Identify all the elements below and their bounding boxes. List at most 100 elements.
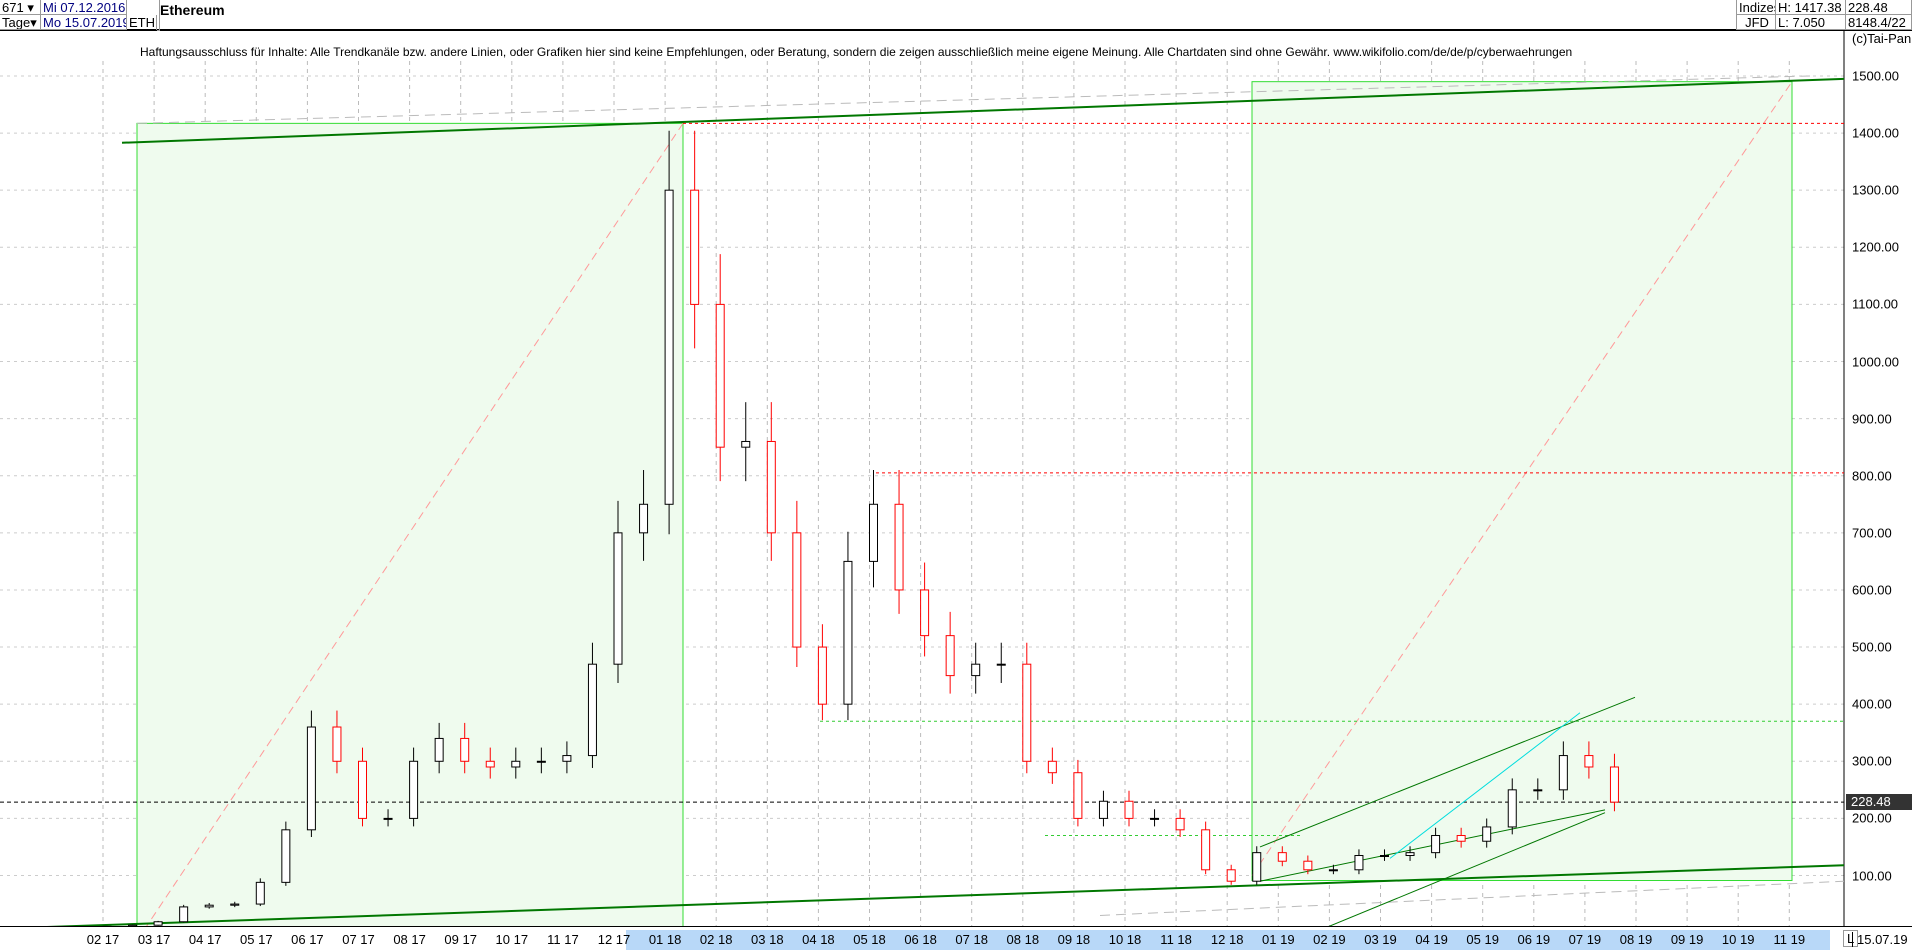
x-tick-label: 05 17 (240, 932, 273, 947)
candle-body (587, 663, 597, 757)
candle-body (869, 503, 878, 562)
candle-body (460, 737, 470, 762)
candle-body (511, 760, 521, 768)
candle-body (255, 881, 265, 905)
x-tick-label: 04 19 (1415, 932, 1448, 947)
candle-body (1354, 855, 1364, 871)
y-tick-label: 200.00 (1852, 810, 1892, 826)
source: JFD (1736, 15, 1776, 30)
candle-body (971, 663, 981, 677)
candle-body (153, 921, 163, 926)
price-chart[interactable] (0, 31, 1912, 926)
candle-body (1277, 852, 1287, 862)
x-tick-label: 03 18 (751, 932, 784, 947)
candle-body (1609, 766, 1619, 803)
y-tick-label: 100.00 (1852, 868, 1892, 883)
y-tick-label: 500.00 (1852, 639, 1892, 655)
x-tick-label: 05 18 (853, 932, 886, 947)
x-tick-label: 09 17 (444, 932, 477, 947)
x-axis: 02 17 03 17 04 17 05 17 06 17 07 17 08 17 09 17… (0, 926, 1912, 952)
cyan-trendline (1389, 712, 1581, 859)
candle-body (766, 440, 776, 534)
y-tick-label: 700.00 (1852, 525, 1892, 541)
y-tick-label: 1100.00 (1852, 296, 1899, 312)
x-tick-label: 12 18 (1210, 932, 1244, 947)
chart-header: 671 ▾ Tage▾ Mi 07.12.2016 Mo 15.07.2019 … (0, 0, 1912, 31)
copyright: (c)Tai-Pan (1852, 31, 1912, 46)
instrument-title: Ethereum (160, 2, 225, 18)
candle-body (1175, 817, 1185, 831)
y-tick-label: 1200.00 (1852, 239, 1899, 255)
x-tick-label: 07 19 (1568, 932, 1602, 947)
candle-body (409, 760, 419, 819)
candle-body (639, 503, 649, 534)
candle-body (562, 755, 572, 762)
x-tick-label: 12 17 (597, 932, 631, 947)
x-tick-label: 06 17 (291, 932, 324, 947)
low-value: L: 7.050 (1776, 15, 1846, 30)
channel-line (1259, 696, 1636, 848)
x-tick-label: 11 19 (1773, 932, 1806, 947)
channel-line (1328, 812, 1606, 926)
candle-body (1201, 829, 1211, 871)
end-date[interactable]: Mo 15.07.2019 (41, 15, 127, 30)
candle-body (894, 503, 904, 591)
y-tick-label: 1000.00 (1852, 354, 1899, 369)
x-tick-label: 08 18 (1006, 932, 1040, 947)
candle-body (1098, 800, 1108, 819)
candle-body (945, 635, 955, 677)
period-select[interactable]: Tage▾ (0, 15, 41, 30)
x-tick-label: 02 18 (699, 932, 733, 947)
disclaimer-text: Haftungsausschluss für Inhalte: Alle Tre… (140, 45, 1573, 59)
candle-body (1584, 755, 1594, 768)
candle-body (1533, 789, 1543, 792)
visible-range-band[interactable] (626, 930, 1830, 950)
highlight-box-2019 (1251, 81, 1793, 881)
candle-body (1482, 826, 1492, 842)
candle-body (358, 760, 367, 819)
last-value: 228.48 (1846, 0, 1912, 15)
x-tick-label: 11 17 (547, 932, 579, 947)
x-tick-label: 08 19 (1619, 932, 1653, 947)
x-tick-label: 07 18 (955, 932, 988, 947)
x-tick-label: 06 18 (904, 932, 937, 947)
candle-body (485, 760, 495, 768)
candle-body (281, 829, 291, 883)
x-tick-label: 10 19 (1721, 932, 1755, 947)
candle-body (1124, 800, 1134, 819)
diagonal-2019 (1251, 81, 1793, 876)
footer-date: 15.07.19 (1852, 932, 1908, 947)
current-price-tag: 228.48 (1846, 794, 1912, 811)
log-scale-toggle[interactable]: L (1843, 930, 1859, 947)
x-tick-label: 09 18 (1057, 932, 1091, 947)
x-tick-label: 09 19 (1670, 932, 1704, 947)
candle-body (204, 904, 214, 908)
candle-body (1252, 852, 1262, 882)
grey-projection (136, 75, 1811, 124)
upper-trendline (121, 77, 1845, 144)
candle-body (1431, 835, 1441, 854)
diagonal-2017 (146, 123, 684, 926)
candle-body (690, 189, 700, 305)
grey-projection (1099, 880, 1845, 916)
start-date[interactable]: Mi 07.12.2016 (41, 0, 127, 15)
candle-body (536, 760, 546, 763)
candle-body (1303, 860, 1313, 871)
candle-body (179, 906, 189, 923)
x-tick-label: 08 17 (393, 932, 426, 947)
candle-body (434, 737, 444, 762)
x-tick-label: 01 19 (1262, 932, 1295, 947)
count-select[interactable]: 671 ▾ (0, 0, 41, 15)
x-tick-label: 02 19 (1313, 932, 1346, 947)
y-tick-label: 1400.00 (1852, 125, 1899, 141)
x-tick-label: 04 18 (802, 932, 835, 947)
candle-body (1150, 817, 1160, 820)
symbol: ETH (129, 15, 157, 30)
lower-trendline (46, 864, 1845, 926)
x-tick-label: 10 17 (495, 932, 529, 947)
candle-body (1022, 663, 1032, 762)
x-tick-label: 11 18 (1160, 932, 1192, 947)
candle-body (1047, 760, 1057, 774)
market: Indizes (1736, 0, 1776, 15)
y-tick-label: 1500.00 (1852, 68, 1899, 84)
